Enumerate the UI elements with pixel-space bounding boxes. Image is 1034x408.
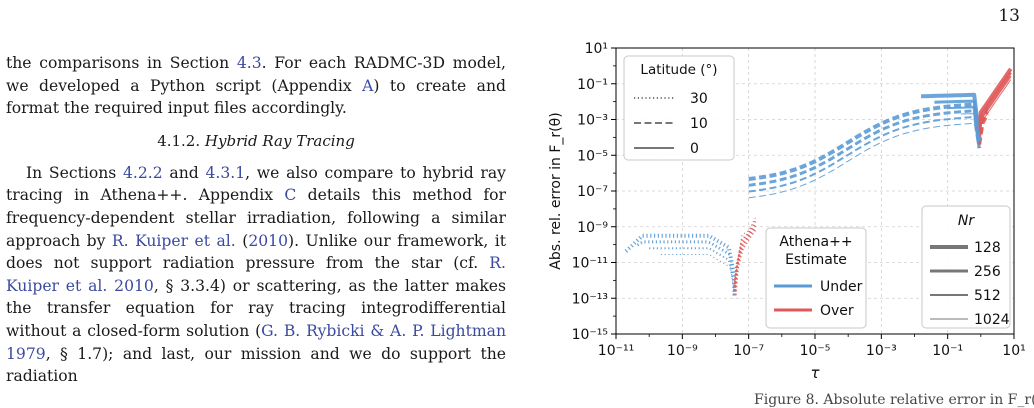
- legend-latitude-label: 30: [690, 91, 708, 107]
- legend-latitude-box: [623, 55, 735, 161]
- legend-latitude-label: 0: [690, 141, 699, 157]
- ref-appendix-c[interactable]: C: [284, 186, 297, 205]
- curve-lat0-under-128: [921, 92, 982, 142]
- curve-lat10-under-128: [748, 102, 982, 181]
- y-tick-label: 10⁻¹¹: [572, 256, 608, 272]
- y-tick-label: 10⁻¹⁵: [572, 327, 608, 343]
- ref-appendix-a[interactable]: A: [362, 76, 374, 95]
- legend-resolution-label: 256: [974, 264, 1001, 280]
- y-tick-label: 10⁻⁷: [577, 184, 608, 200]
- legend-estimate-box: [765, 227, 867, 329]
- ref-kuiper-2010[interactable]: R. Kuiper et al. 2010: [6, 254, 506, 295]
- curve-lat0-over-256: [977, 71, 1012, 134]
- curve-lat10-under-512: [748, 116, 981, 193]
- curve-lat30-over-512: [733, 220, 757, 286]
- paragraph-1: the comparisons in Section 4.3. For each…: [6, 54, 506, 118]
- curve-lat0-over-512: [978, 75, 1012, 131]
- y-tick-label: 10⁻⁹: [577, 220, 608, 236]
- error-chart: 10⁻¹¹ 10⁻⁹ 10⁻⁷ 10⁻⁵ 10⁻³ 10⁻¹ 10¹ 10⁻¹⁵ 10⁻¹³ 10…: [548, 41, 1026, 382]
- curve-lat30-under-128: [624, 233, 737, 299]
- curve-lat0-under-1024: [960, 113, 980, 141]
- y-tick-label: 10⁻³: [577, 113, 608, 129]
- x-axis-label: τ: [810, 364, 820, 382]
- ref-rybicki-lightman[interactable]: G. B. Rybicki & A. P. Lightman 1979: [6, 321, 506, 363]
- curve-lat0-over-1024: [978, 79, 1012, 127]
- legend-resolution-label: 512: [974, 288, 1001, 304]
- paragraph-2: In Sections 4.2.2 and 4.3.1, we also com…: [6, 163, 507, 386]
- left-column: the comparisons in Section 4.3. For each…: [6, 52, 506, 388]
- y-tick-label: 10⁻⁵: [577, 148, 608, 164]
- legend-estimate-title-2: Estimate: [785, 252, 847, 268]
- ref-kuiper-author[interactable]: R. Kuiper et al.: [111, 231, 236, 250]
- legend-resolution-label: 1024: [974, 312, 1010, 328]
- legend-estimate-label: Under: [820, 279, 863, 295]
- legend-latitude-label: 10: [690, 116, 708, 132]
- legend-resolution-label: 128: [974, 240, 1001, 256]
- legend-resolution: Nr 128 256 512 1024: [921, 205, 1011, 329]
- curve-lat10-under-256: [748, 109, 981, 187]
- legend-latitude-title: Latitude (°): [640, 62, 717, 78]
- x-tick-label: 10⁻³: [866, 343, 897, 359]
- curve-lat0-under-512: [947, 106, 981, 141]
- curve-lat10-under-1024: [748, 122, 980, 199]
- y-tick-label: 10⁻¹³: [572, 291, 608, 307]
- ref-section-4-3-1[interactable]: 4.3.1: [205, 163, 246, 182]
- x-tick-label: 10⁻⁹: [667, 343, 698, 359]
- legend-estimate-label: Over: [820, 303, 854, 319]
- x-tick-label: 10⁻¹¹: [598, 343, 634, 359]
- figure-8: 10⁻¹¹ 10⁻⁹ 10⁻⁷ 10⁻⁵ 10⁻³ 10⁻¹ 10¹ 10⁻¹⁵ 10⁻¹³ 10…: [528, 28, 1034, 408]
- curve-lat30-over-256: [733, 224, 757, 291]
- legend-latitude: Latitude (°) 30 10 0: [623, 55, 735, 161]
- y-axis-label: Abs. rel. error in F_r(θ): [548, 112, 564, 269]
- legend-resolution-title: Nr: [958, 213, 975, 229]
- y-tick-label: 10⁻¹: [577, 77, 608, 93]
- legend-resolution-box: [921, 205, 1011, 329]
- x-tick-label: 10⁻⁷: [733, 343, 764, 359]
- legend-estimate: Athena++ Estimate Under Over: [765, 227, 867, 329]
- page-number: 13: [998, 6, 1020, 26]
- y-tick-label: 10¹: [585, 41, 608, 57]
- x-tick-label: 10⁻¹: [932, 343, 963, 359]
- curve-lat0-under-256: [934, 99, 981, 142]
- curve-lat0-over-128: [977, 67, 1013, 138]
- curve-lat30-over-128: [732, 227, 757, 295]
- legend-estimate-title-1: Athena++: [779, 234, 852, 250]
- x-tick-label: 10⁻⁵: [800, 343, 831, 359]
- section-heading: 4.1.2. Hybrid Ray Tracing: [157, 131, 355, 150]
- ref-section-4-2-2[interactable]: 4.2.2: [122, 163, 163, 182]
- figure-caption: Figure 8. Absolute relative error in F_r…: [754, 392, 1034, 408]
- curve-lat30-under-1024: [660, 254, 736, 290]
- x-tick-label: 10¹: [1002, 343, 1025, 359]
- curve-lat30-under-256: [636, 240, 737, 295]
- ref-section-4-3[interactable]: 4.3: [236, 54, 262, 72]
- ref-kuiper-year[interactable]: 2010: [248, 231, 288, 250]
